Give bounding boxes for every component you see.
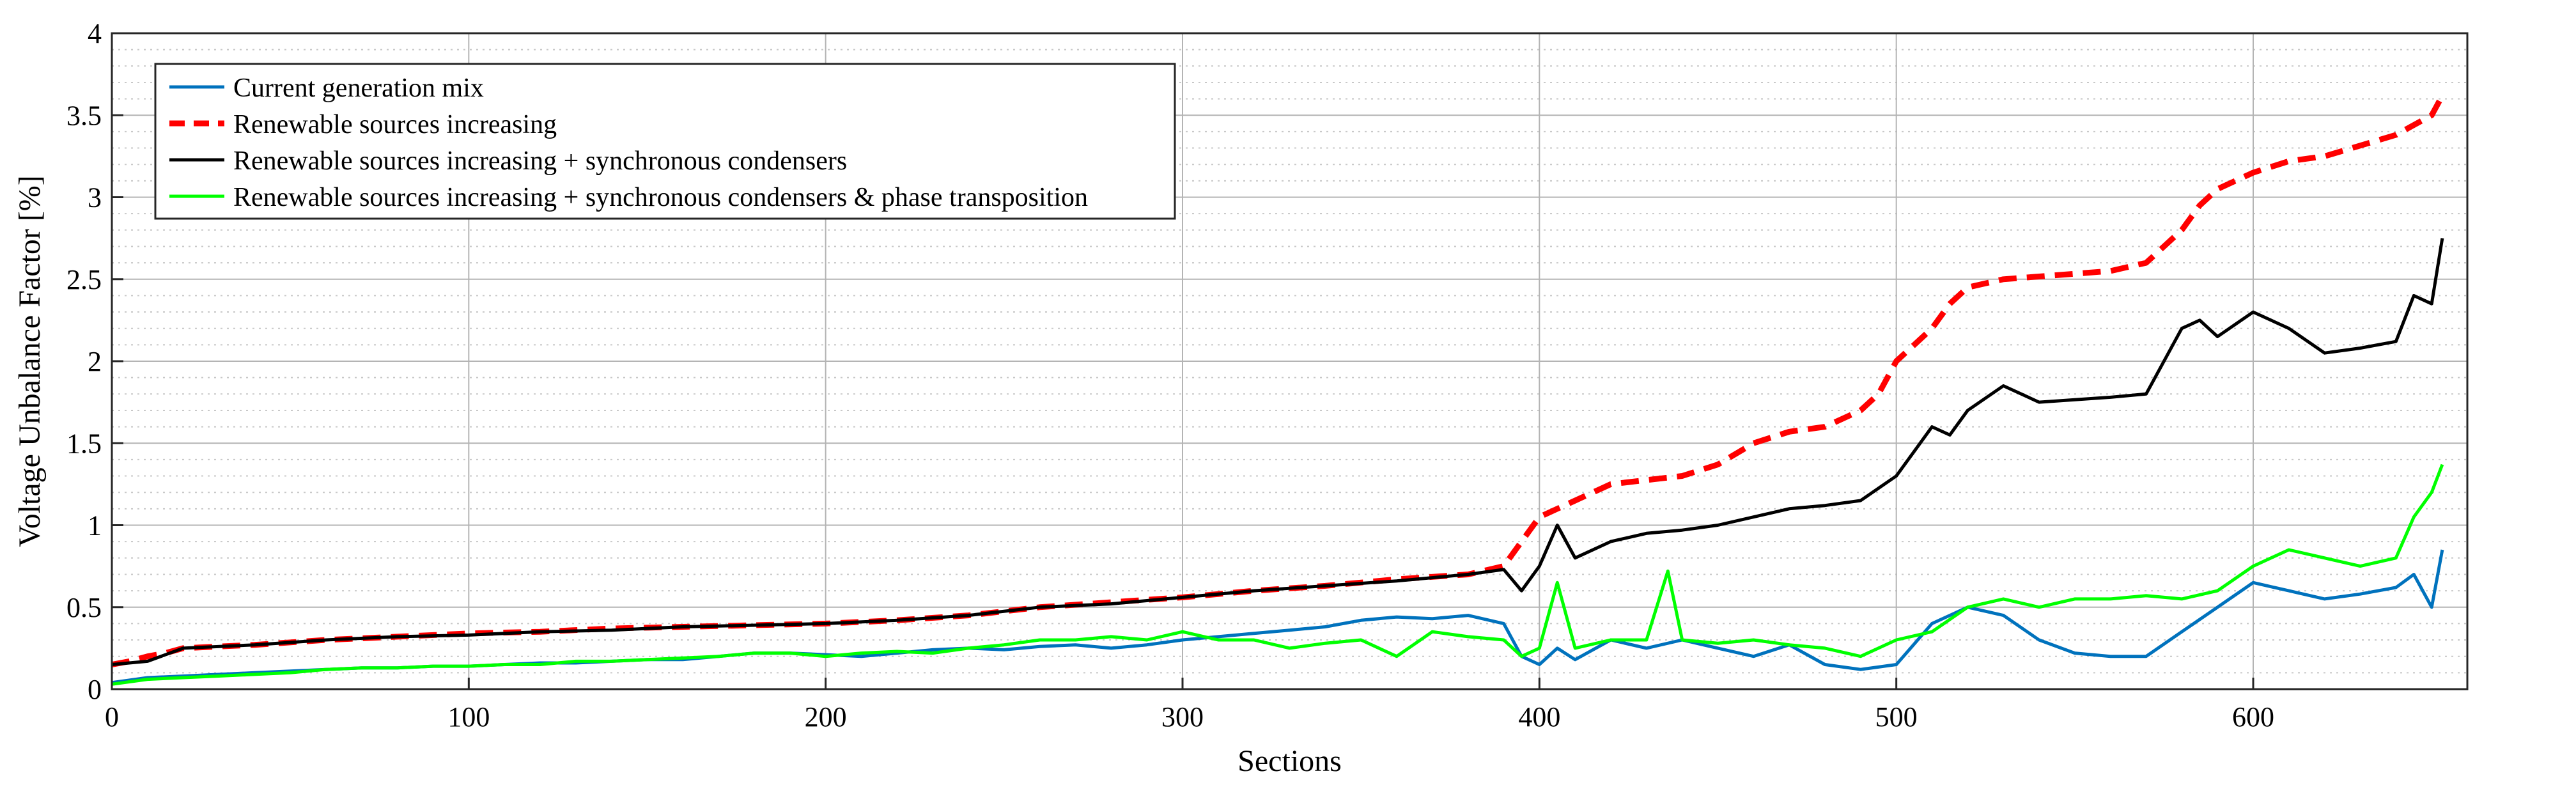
legend-label: Renewable sources increasing + synchrono… bbox=[233, 146, 847, 176]
y-tick-label: 2.5 bbox=[66, 264, 102, 295]
x-axis-label: Sections bbox=[1238, 744, 1342, 778]
legend-label: Renewable sources increasing + synchrono… bbox=[233, 183, 1088, 212]
x-tick-label: 0 bbox=[105, 701, 119, 733]
series-line-renewable-sources-increasing-synchronous-condensers bbox=[111, 238, 2444, 666]
y-tick-label: 3 bbox=[88, 182, 102, 214]
legend-box bbox=[154, 63, 1176, 220]
x-tick-label: 400 bbox=[1518, 701, 1560, 733]
y-tick-label: 2 bbox=[88, 346, 102, 377]
y-axis-ticks: 0 0.5 1 1.5 2 2.5 3 3.5 4 bbox=[66, 18, 123, 705]
legend: Current generation mix Renewable sources … bbox=[154, 63, 1176, 220]
y-tick-label: 1 bbox=[88, 510, 102, 541]
legend-label: Current generation mix bbox=[233, 74, 484, 103]
y-tick-label: 1.5 bbox=[66, 428, 102, 459]
x-tick-label: 200 bbox=[805, 701, 847, 733]
x-axis-ticks: 0 100 200 300 400 500 600 bbox=[105, 678, 2274, 733]
x-tick-label: 600 bbox=[2232, 701, 2274, 733]
minor-grid bbox=[112, 49, 2467, 674]
legend-label: Renewable sources increasing bbox=[233, 110, 557, 139]
x-tick-label: 500 bbox=[1875, 701, 1918, 733]
x-tick-label: 300 bbox=[1161, 701, 1204, 733]
y-tick-label: 0.5 bbox=[66, 592, 102, 623]
y-tick-label: 4 bbox=[88, 18, 102, 49]
series-line-renewable-sources-increasing-synchronous-condensers-phase-transposition bbox=[111, 463, 2444, 686]
y-axis-label: Voltage Unbalance Factor [%] bbox=[13, 175, 47, 547]
x-tick-label: 100 bbox=[447, 701, 490, 733]
y-tick-label: 3.5 bbox=[66, 100, 102, 131]
y-tick-label: 0 bbox=[88, 674, 102, 705]
series-layer bbox=[111, 94, 2445, 686]
